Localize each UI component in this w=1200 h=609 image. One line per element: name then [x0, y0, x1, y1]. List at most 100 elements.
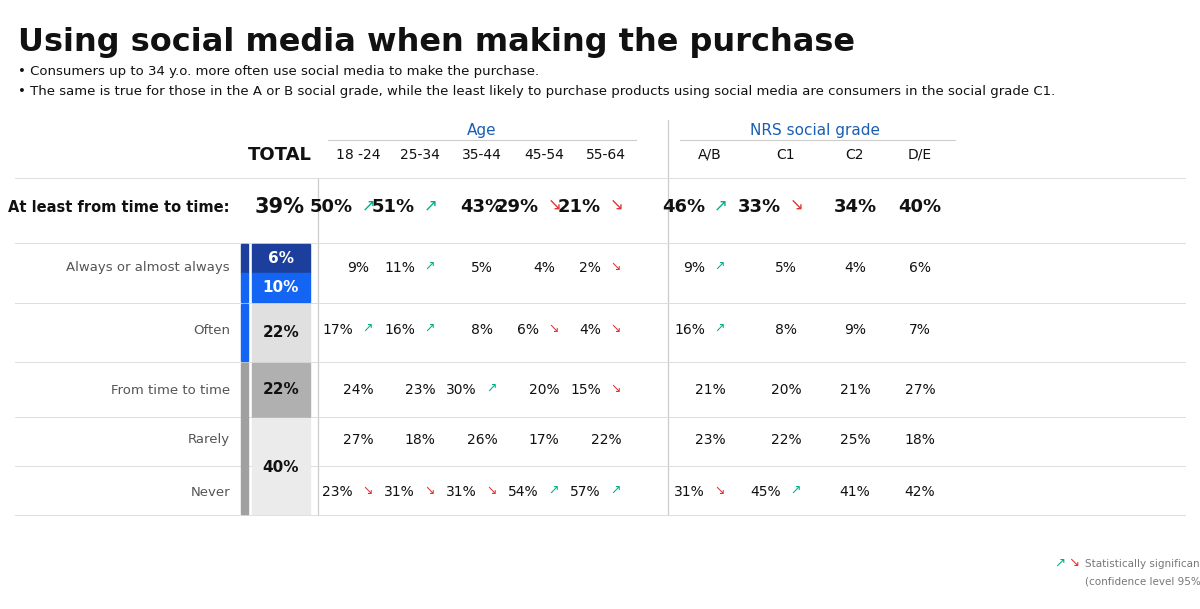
Text: 8%: 8%	[470, 323, 493, 337]
Text: • Consumers up to 34 y.o. more often use social media to make the purchase.: • Consumers up to 34 y.o. more often use…	[18, 66, 539, 79]
Text: 40%: 40%	[263, 460, 299, 476]
Text: C1: C1	[776, 148, 796, 162]
Text: 21%: 21%	[840, 383, 870, 397]
Text: Always or almost always: Always or almost always	[66, 261, 230, 275]
Text: ↘: ↘	[548, 196, 562, 214]
Text: Often: Often	[193, 323, 230, 337]
Text: A/B: A/B	[698, 148, 722, 162]
Text: ↗: ↗	[486, 381, 497, 395]
Text: 39%: 39%	[256, 197, 305, 217]
Text: 9%: 9%	[347, 261, 370, 275]
Text: 27%: 27%	[343, 433, 373, 447]
Text: 51%: 51%	[372, 198, 415, 216]
Text: 18 -24: 18 -24	[336, 148, 380, 162]
Text: ↗: ↗	[424, 322, 434, 334]
Text: 22%: 22%	[263, 325, 299, 340]
Text: ↘: ↘	[714, 484, 725, 496]
Text: 11%: 11%	[384, 261, 415, 275]
Text: 34%: 34%	[834, 198, 876, 216]
Text: 4%: 4%	[844, 261, 866, 275]
Text: ↘: ↘	[362, 484, 372, 496]
Text: ↗: ↗	[362, 322, 372, 334]
Text: 6%: 6%	[517, 323, 539, 337]
Bar	[252, 363, 310, 417]
Text: ↗: ↗	[424, 259, 434, 272]
Bar	[241, 273, 248, 302]
Bar	[241, 244, 248, 273]
Text: 18%: 18%	[905, 433, 936, 447]
Text: 2%: 2%	[580, 261, 601, 275]
Text: (confidence level 95%): (confidence level 95%)	[1085, 577, 1200, 587]
Text: D/E: D/E	[908, 148, 932, 162]
Text: 31%: 31%	[674, 485, 706, 499]
Bar	[241, 304, 248, 361]
Text: 18%: 18%	[404, 433, 436, 447]
Text: ↗: ↗	[1055, 557, 1066, 569]
Text: 29%: 29%	[496, 198, 539, 216]
Text: ↗: ↗	[362, 196, 376, 214]
Text: 23%: 23%	[695, 433, 725, 447]
Bar	[252, 273, 310, 302]
Bar	[252, 418, 310, 514]
Text: 55-64: 55-64	[586, 148, 626, 162]
Bar	[252, 304, 310, 361]
Text: 6%: 6%	[910, 261, 931, 275]
Text: At least from time to time:: At least from time to time:	[8, 200, 230, 214]
Text: 43%: 43%	[461, 198, 504, 216]
Bar	[241, 363, 248, 514]
Text: 45%: 45%	[750, 485, 781, 499]
Text: 16%: 16%	[674, 323, 706, 337]
Text: 35-44: 35-44	[462, 148, 502, 162]
Text: 23%: 23%	[323, 485, 353, 499]
Text: 40%: 40%	[899, 198, 942, 216]
Text: ↘: ↘	[610, 322, 620, 334]
Text: 26%: 26%	[467, 433, 497, 447]
Text: 20%: 20%	[529, 383, 559, 397]
Text: ↘: ↘	[610, 381, 620, 395]
Text: ↗: ↗	[790, 484, 800, 496]
Text: 46%: 46%	[662, 198, 706, 216]
Text: 27%: 27%	[905, 383, 935, 397]
Text: 4%: 4%	[533, 261, 554, 275]
Text: 7%: 7%	[910, 323, 931, 337]
Text: From time to time: From time to time	[110, 384, 230, 396]
Bar	[252, 244, 310, 273]
Text: 8%: 8%	[775, 323, 797, 337]
Text: • The same is true for those in the A or B social grade, while the least likely : • The same is true for those in the A or…	[18, 85, 1055, 99]
Text: 33%: 33%	[738, 198, 781, 216]
Text: ↘: ↘	[424, 484, 434, 496]
Text: ↘: ↘	[1068, 557, 1080, 569]
Text: TOTAL: TOTAL	[248, 146, 312, 164]
Text: 41%: 41%	[840, 485, 870, 499]
Text: 54%: 54%	[509, 485, 539, 499]
Text: 10%: 10%	[263, 280, 299, 295]
Text: 5%: 5%	[775, 261, 797, 275]
Text: 57%: 57%	[570, 485, 601, 499]
Text: 25-34: 25-34	[400, 148, 440, 162]
Text: 22%: 22%	[770, 433, 802, 447]
Text: 16%: 16%	[384, 323, 415, 337]
Text: 42%: 42%	[905, 485, 935, 499]
Text: C2: C2	[846, 148, 864, 162]
Text: 21%: 21%	[558, 198, 601, 216]
Text: ↘: ↘	[610, 196, 624, 214]
Text: 50%: 50%	[310, 198, 353, 216]
Text: Using social media when making the purchase: Using social media when making the purch…	[18, 27, 854, 57]
Text: 20%: 20%	[770, 383, 802, 397]
Text: ↗: ↗	[424, 196, 438, 214]
Text: NRS social grade: NRS social grade	[750, 122, 880, 138]
Text: 22%: 22%	[263, 382, 299, 398]
Text: 4%: 4%	[580, 323, 601, 337]
Text: 5%: 5%	[472, 261, 493, 275]
Text: 15%: 15%	[570, 383, 601, 397]
Text: Statistically significant difference vs Total: Statistically significant difference vs …	[1085, 559, 1200, 569]
Text: 9%: 9%	[844, 323, 866, 337]
Text: Age: Age	[467, 122, 497, 138]
Text: 31%: 31%	[446, 485, 478, 499]
Text: 22%: 22%	[590, 433, 622, 447]
Text: ↗: ↗	[714, 196, 728, 214]
Text: 30%: 30%	[446, 383, 478, 397]
Text: Rarely: Rarely	[188, 434, 230, 446]
Text: ↘: ↘	[486, 484, 497, 496]
Text: ↗: ↗	[548, 484, 558, 496]
